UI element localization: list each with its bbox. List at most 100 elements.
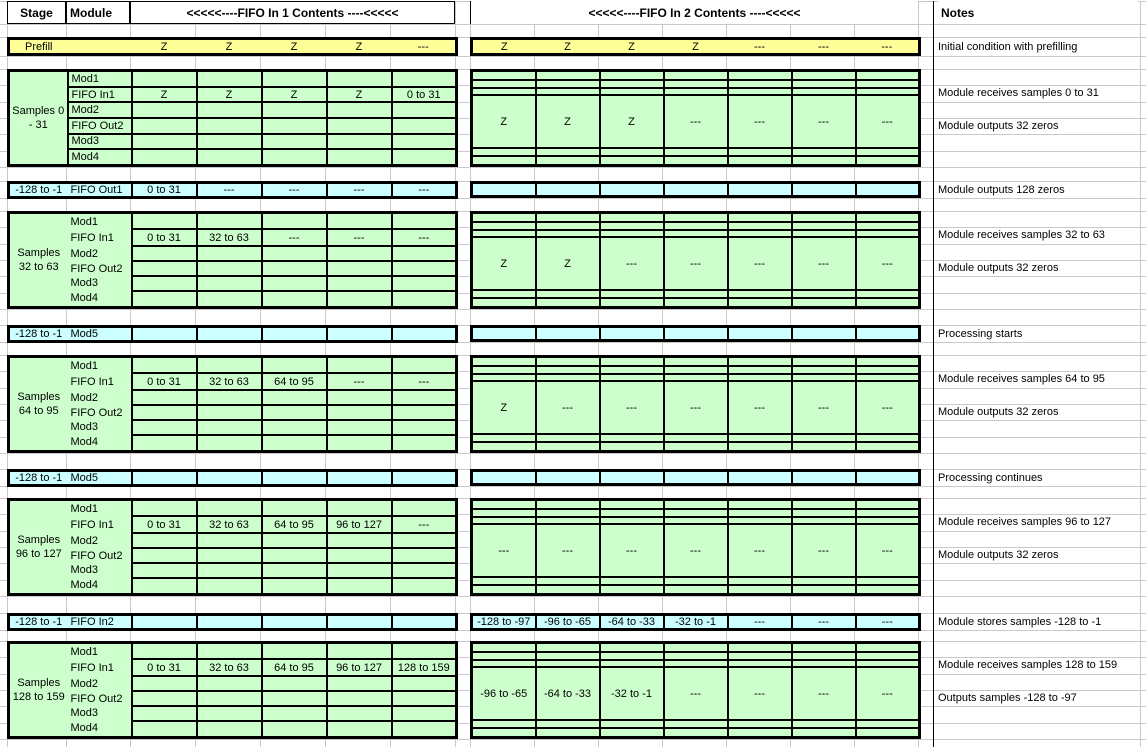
fifo2-cell[interactable] xyxy=(790,658,857,669)
fifo1-cell[interactable] xyxy=(130,469,198,487)
fifo1-cell[interactable]: --- xyxy=(390,228,458,248)
fifo1-cell[interactable] xyxy=(195,404,263,421)
fifo1-cell[interactable] xyxy=(390,547,458,564)
fifo2-cell[interactable] xyxy=(470,658,537,669)
note-text[interactable]: Module outputs 128 zeros xyxy=(938,183,1065,196)
module-label-cell[interactable]: Mod5 xyxy=(70,328,99,340)
module-label-cell[interactable]: FIFO In1 xyxy=(70,661,114,674)
module-label-cell[interactable]: Mod5 xyxy=(70,472,99,484)
fifo2-cell[interactable]: Z xyxy=(564,40,571,53)
fifo1-cell[interactable] xyxy=(390,148,458,167)
fifo2-cell[interactable] xyxy=(470,211,537,223)
fifo1-cell[interactable] xyxy=(130,419,198,436)
fifo2-cell[interactable] xyxy=(662,221,729,231)
fifo1-cell[interactable] xyxy=(130,260,198,277)
fifo1-cell[interactable] xyxy=(260,289,328,309)
module-label-cell[interactable]: FIFO Out2 xyxy=(70,262,123,275)
fifo2-cell[interactable] xyxy=(598,79,665,89)
fifo2-cell[interactable]: -96 to -65 xyxy=(534,613,601,631)
fifo2-cell[interactable] xyxy=(790,355,857,367)
fifo1-cell[interactable] xyxy=(390,389,458,407)
fifo2-cell[interactable] xyxy=(790,469,857,486)
fifo1-cell[interactable] xyxy=(195,433,263,453)
note-text[interactable]: Processing continues xyxy=(938,471,1043,484)
fifo2-cell[interactable]: --- xyxy=(726,523,793,579)
fifo2-cell[interactable]: --- xyxy=(854,523,921,579)
module-label-cell[interactable]: FIFO Out2 xyxy=(66,117,133,135)
fifo1-cell[interactable] xyxy=(130,532,198,550)
fifo1-cell[interactable]: --- xyxy=(325,228,393,248)
fifo1-cell[interactable]: --- xyxy=(260,181,328,199)
fifo2-cell[interactable] xyxy=(790,69,857,81)
fifo2-cell[interactable] xyxy=(534,433,601,443)
fifo1-cell[interactable] xyxy=(195,132,263,151)
stage-label-cell[interactable]: -128 to -1 xyxy=(15,184,63,196)
fifo1-cell[interactable] xyxy=(195,690,263,707)
fifo2-cell[interactable] xyxy=(854,325,921,342)
fifo2-cell[interactable] xyxy=(854,355,921,367)
fifo1-cell[interactable]: 0 to 31 xyxy=(130,228,198,248)
fifo2-cell[interactable]: -32 to -1 xyxy=(598,666,665,722)
fifo1-cell[interactable] xyxy=(195,719,263,739)
fifo1-cell[interactable] xyxy=(195,419,263,436)
fifo1-cell[interactable] xyxy=(325,325,393,343)
fifo2-cell[interactable] xyxy=(726,508,793,518)
fifo2-cell[interactable] xyxy=(790,221,857,231)
fifo2-cell[interactable] xyxy=(726,69,793,81)
fifo1-cell[interactable] xyxy=(130,641,198,661)
fifo2-cell[interactable] xyxy=(662,727,729,739)
fifo2-cell[interactable]: --- xyxy=(790,94,857,150)
fifo1-cell[interactable] xyxy=(260,275,328,292)
fifo2-contents-header[interactable]: <<<<<----FIFO In 2 Contents ----<<<<< xyxy=(470,1,918,24)
fifo1-cell[interactable] xyxy=(390,532,458,550)
fifo2-cell[interactable] xyxy=(662,86,729,97)
fifo1-cell[interactable] xyxy=(130,576,198,596)
fifo1-cell[interactable] xyxy=(390,562,458,579)
fifo2-cell[interactable] xyxy=(790,576,857,586)
fifo1-cell[interactable] xyxy=(195,275,263,292)
fifo2-cell[interactable] xyxy=(470,79,537,89)
fifo1-cell[interactable] xyxy=(260,498,328,518)
fifo2-cell[interactable] xyxy=(534,228,601,239)
fifo2-cell[interactable]: --- xyxy=(662,380,729,436)
fifo1-contents-header[interactable]: <<<<<----FIFO In 1 Contents ----<<<<< xyxy=(130,1,455,24)
fifo1-cell[interactable] xyxy=(195,117,263,135)
fifo2-cell[interactable] xyxy=(470,727,537,739)
fifo1-cell[interactable] xyxy=(260,532,328,550)
fifo2-cell[interactable] xyxy=(598,155,665,167)
fifo2-cell[interactable] xyxy=(534,221,601,231)
fifo2-cell[interactable] xyxy=(470,181,537,198)
fifo2-cell[interactable]: --- xyxy=(881,40,893,53)
fifo1-cell[interactable] xyxy=(130,148,198,167)
fifo2-cell[interactable] xyxy=(662,372,729,383)
fifo2-cell[interactable] xyxy=(598,508,665,518)
fifo2-cell[interactable] xyxy=(534,641,601,653)
fifo1-cell[interactable] xyxy=(260,325,328,343)
fifo2-cell[interactable]: -32 to -1 xyxy=(662,613,729,631)
note-text[interactable]: Module outputs 32 zeros xyxy=(938,406,1059,419)
fifo1-cell[interactable] xyxy=(390,245,458,263)
note-text[interactable]: Module outputs 32 zeros xyxy=(938,262,1059,275)
fifo1-cell[interactable] xyxy=(325,355,393,375)
fifo1-cell[interactable] xyxy=(325,675,393,693)
fifo1-cell[interactable] xyxy=(325,275,393,292)
fifo2-cell[interactable] xyxy=(598,325,665,342)
fifo2-cell[interactable] xyxy=(790,79,857,89)
module-label-cell[interactable]: FIFO In1 xyxy=(70,518,114,531)
fifo2-cell[interactable] xyxy=(662,79,729,89)
fifo2-cell[interactable] xyxy=(534,147,601,157)
fifo2-cell[interactable] xyxy=(662,576,729,586)
module-label-cell[interactable]: FIFO Out2 xyxy=(70,549,123,562)
fifo1-cell[interactable]: --- xyxy=(390,181,458,199)
fifo2-cell[interactable] xyxy=(854,584,921,596)
fifo2-cell[interactable] xyxy=(854,79,921,89)
fifo1-cell[interactable] xyxy=(130,275,198,292)
fifo2-cell[interactable] xyxy=(662,515,729,526)
fifo1-cell[interactable] xyxy=(130,690,198,707)
fifo1-cell[interactable]: 96 to 127 xyxy=(325,515,393,535)
fifo2-cell[interactable] xyxy=(470,147,537,157)
fifo2-cell[interactable] xyxy=(854,69,921,81)
module-label-cell[interactable]: FIFO Out1 xyxy=(70,184,123,196)
fifo2-cell[interactable] xyxy=(662,498,729,510)
fifo2-cell[interactable] xyxy=(534,365,601,375)
